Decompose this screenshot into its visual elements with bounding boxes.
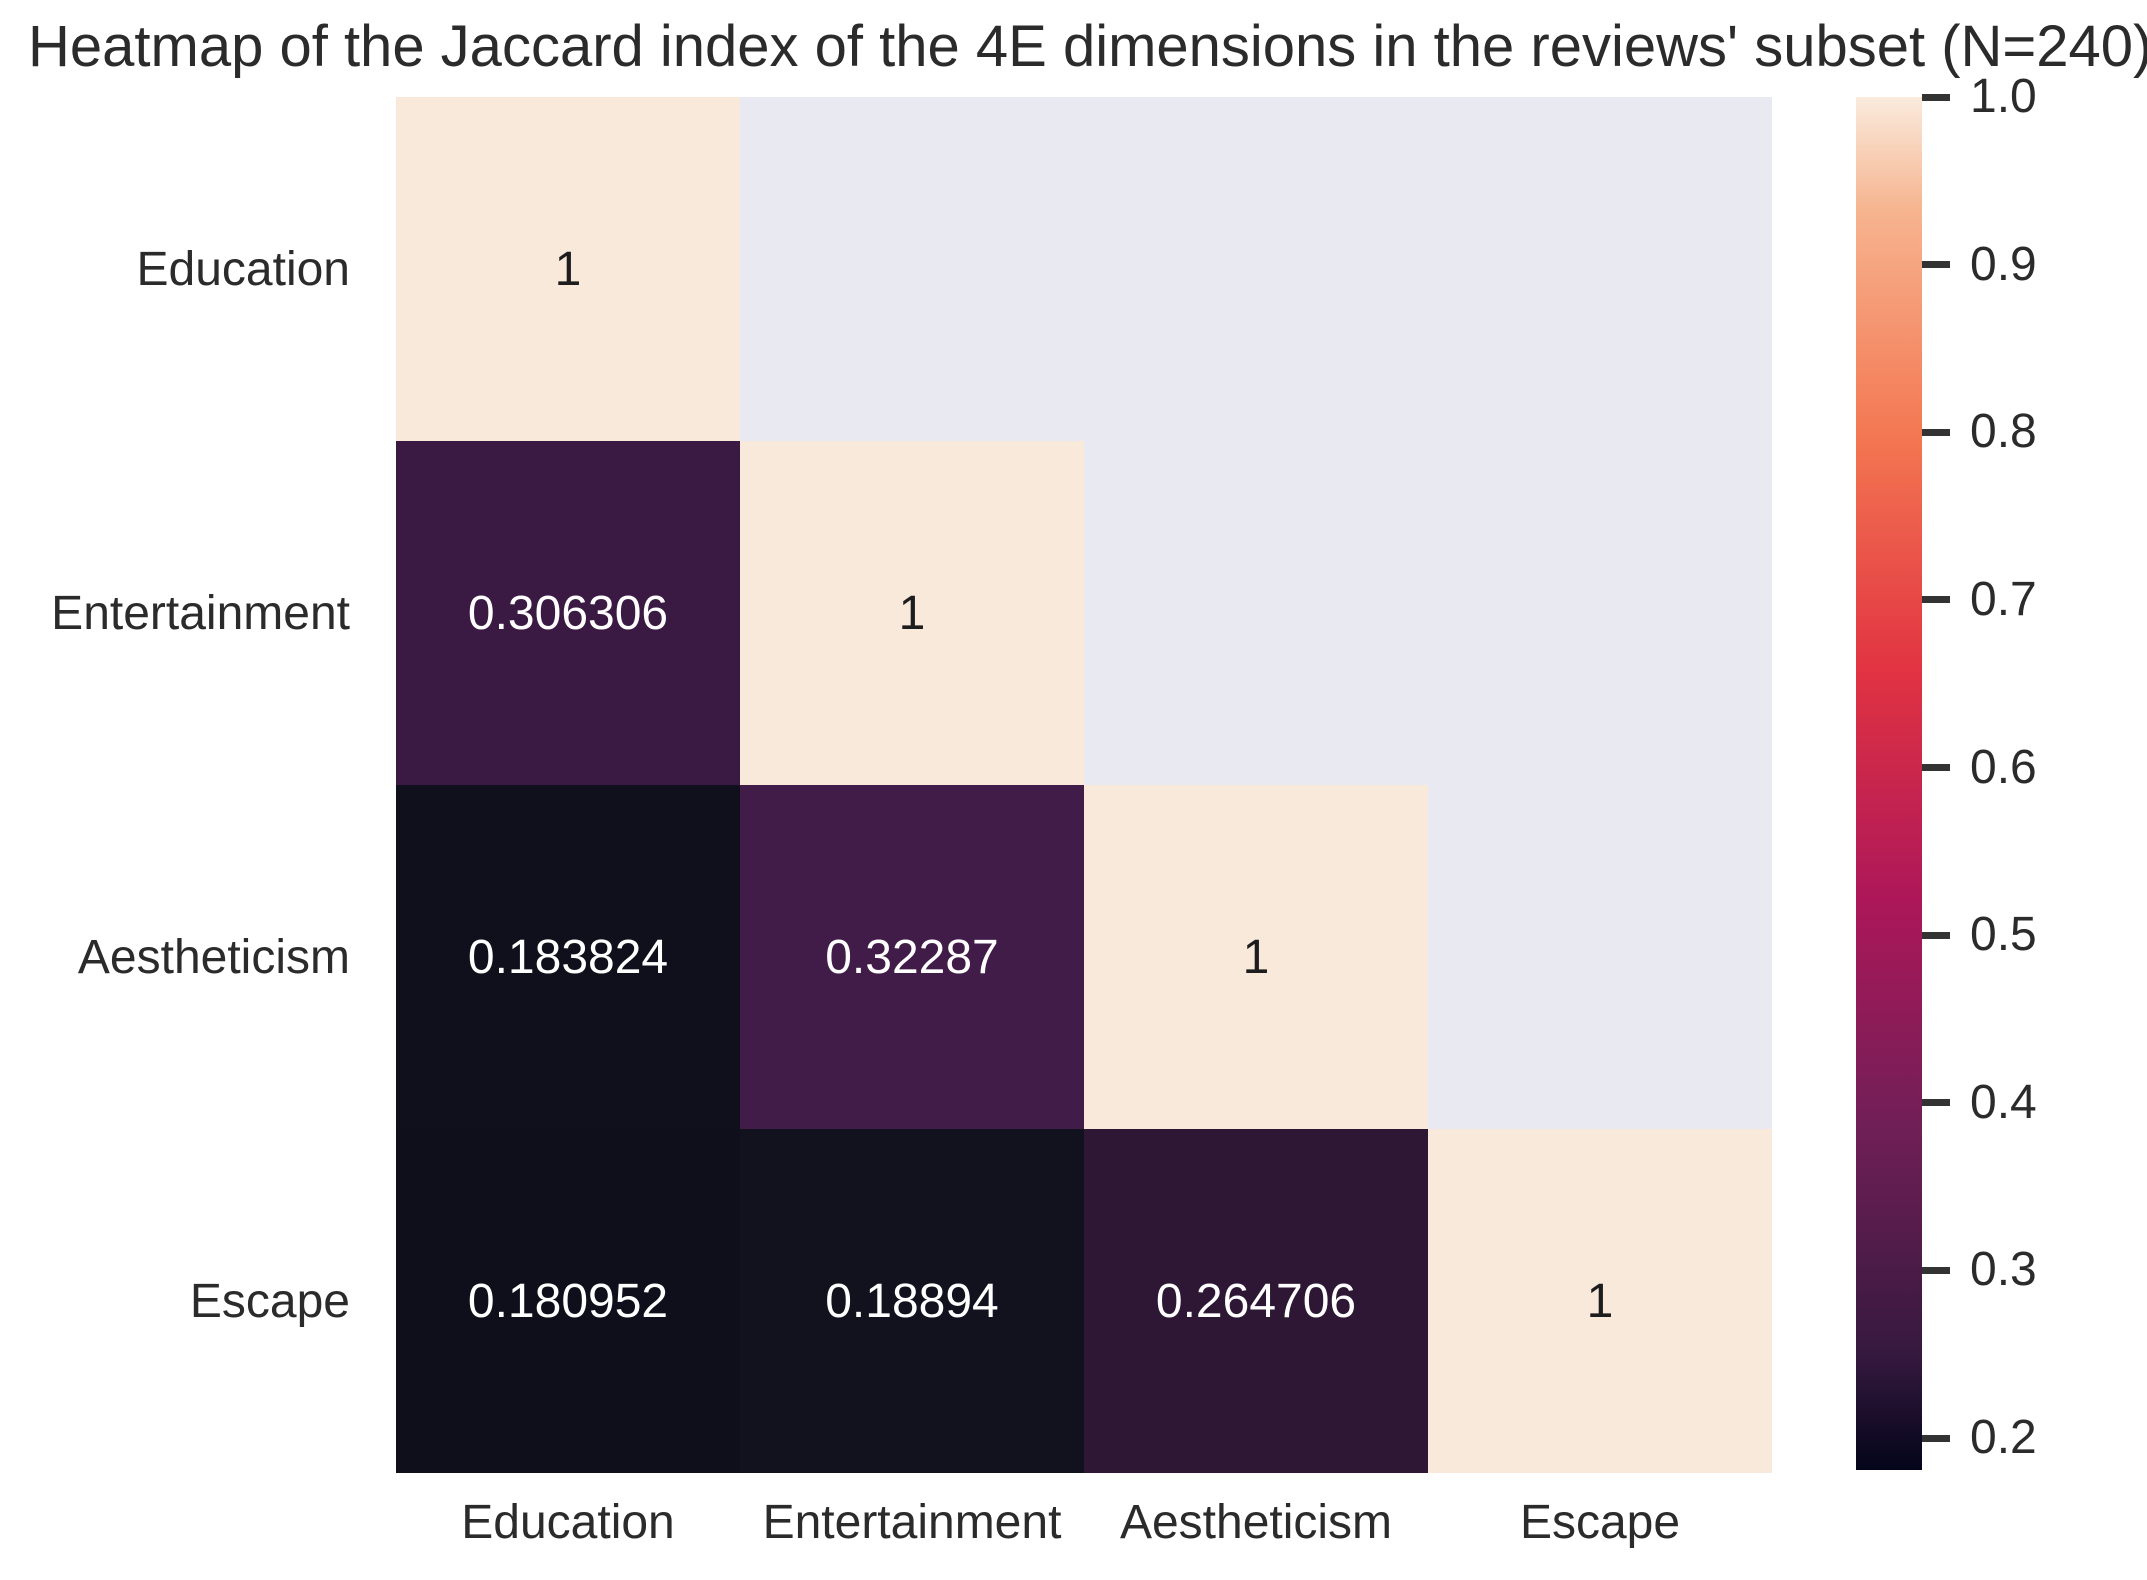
colorbar-tick-mark xyxy=(1922,764,1950,772)
heatmap-cell: 1 xyxy=(396,97,740,441)
colorbar-tick-label: 0.2 xyxy=(1970,1411,2037,1465)
colorbar-tick-label: 0.3 xyxy=(1970,1243,2037,1297)
colorbar-ticks: 1.0 0.9 0.8 0.7 0.6 0.5 0.4 0.3 0.2 xyxy=(1922,70,2147,1470)
heatmap-cell-masked xyxy=(1428,785,1772,1129)
chart-title: Heatmap of the Jaccard index of the 4E d… xyxy=(28,14,2147,79)
row-label-aestheticism: Aestheticism xyxy=(77,930,350,984)
column-label-escape: Escape xyxy=(1519,1495,1681,1549)
colorbar-tick-mark xyxy=(1922,1099,1950,1107)
colorbar-tick-mark xyxy=(1922,261,1950,269)
colorbar-tick-label: 0.9 xyxy=(1970,237,2037,291)
heatmap-cell: 0.264706 xyxy=(1084,1129,1428,1473)
colorbar-tick-label: 0.8 xyxy=(1970,405,2037,459)
heatmap-grid: 1 0.306306 1 0.183824 0.32287 1 0.180952 0.1889… xyxy=(396,97,1772,1473)
heatmap-cell-masked xyxy=(1428,97,1772,441)
y-axis-labels: Education Entertainment Aestheticism Escape xyxy=(0,97,350,1473)
column-label-entertainment: Entertainment xyxy=(762,1495,1062,1549)
heatmap-cell-masked xyxy=(1084,97,1428,441)
colorbar-tick-label: 0.4 xyxy=(1970,1075,2037,1129)
colorbar-tick-label: 1.0 xyxy=(1970,70,2037,123)
colorbar-tick-mark xyxy=(1922,93,1950,101)
colorbar-tick-mark xyxy=(1922,1434,1950,1442)
row-label-education: Education xyxy=(136,242,351,296)
heatmap-cell: 0.32287 xyxy=(740,785,1084,1129)
colorbar-tick-mark xyxy=(1922,1266,1950,1274)
column-label-education: Education xyxy=(461,1495,675,1549)
heatmap-cell-masked xyxy=(1428,441,1772,785)
heatmap-cell: 0.180952 xyxy=(396,1129,740,1473)
heatmap-cell: 1 xyxy=(1428,1129,1772,1473)
colorbar-tick-mark xyxy=(1922,428,1950,436)
colorbar xyxy=(1856,97,1922,1470)
colorbar-tick-mark xyxy=(1922,596,1950,604)
colorbar-tick-label: 0.7 xyxy=(1970,572,2037,626)
column-label-aestheticism: Aestheticism xyxy=(1119,1495,1393,1549)
colorbar-tick-label: 0.6 xyxy=(1970,740,2037,794)
heatmap-cell: 1 xyxy=(740,441,1084,785)
heatmap-cell: 0.18894 xyxy=(740,1129,1084,1473)
row-label-escape: Escape xyxy=(189,1274,350,1328)
heatmap-cell: 0.183824 xyxy=(396,785,740,1129)
heatmap-cell: 0.306306 xyxy=(396,441,740,785)
colorbar-tick-label: 0.5 xyxy=(1970,908,2037,962)
heatmap-cell-masked xyxy=(1084,441,1428,785)
heatmap-cell-masked xyxy=(740,97,1084,441)
heatmap-cell: 1 xyxy=(1084,785,1428,1129)
colorbar-tick-mark xyxy=(1922,931,1950,939)
x-axis-labels: Education Entertainment Aestheticism Escape xyxy=(396,1487,1772,1557)
row-label-entertainment: Entertainment xyxy=(51,586,350,640)
